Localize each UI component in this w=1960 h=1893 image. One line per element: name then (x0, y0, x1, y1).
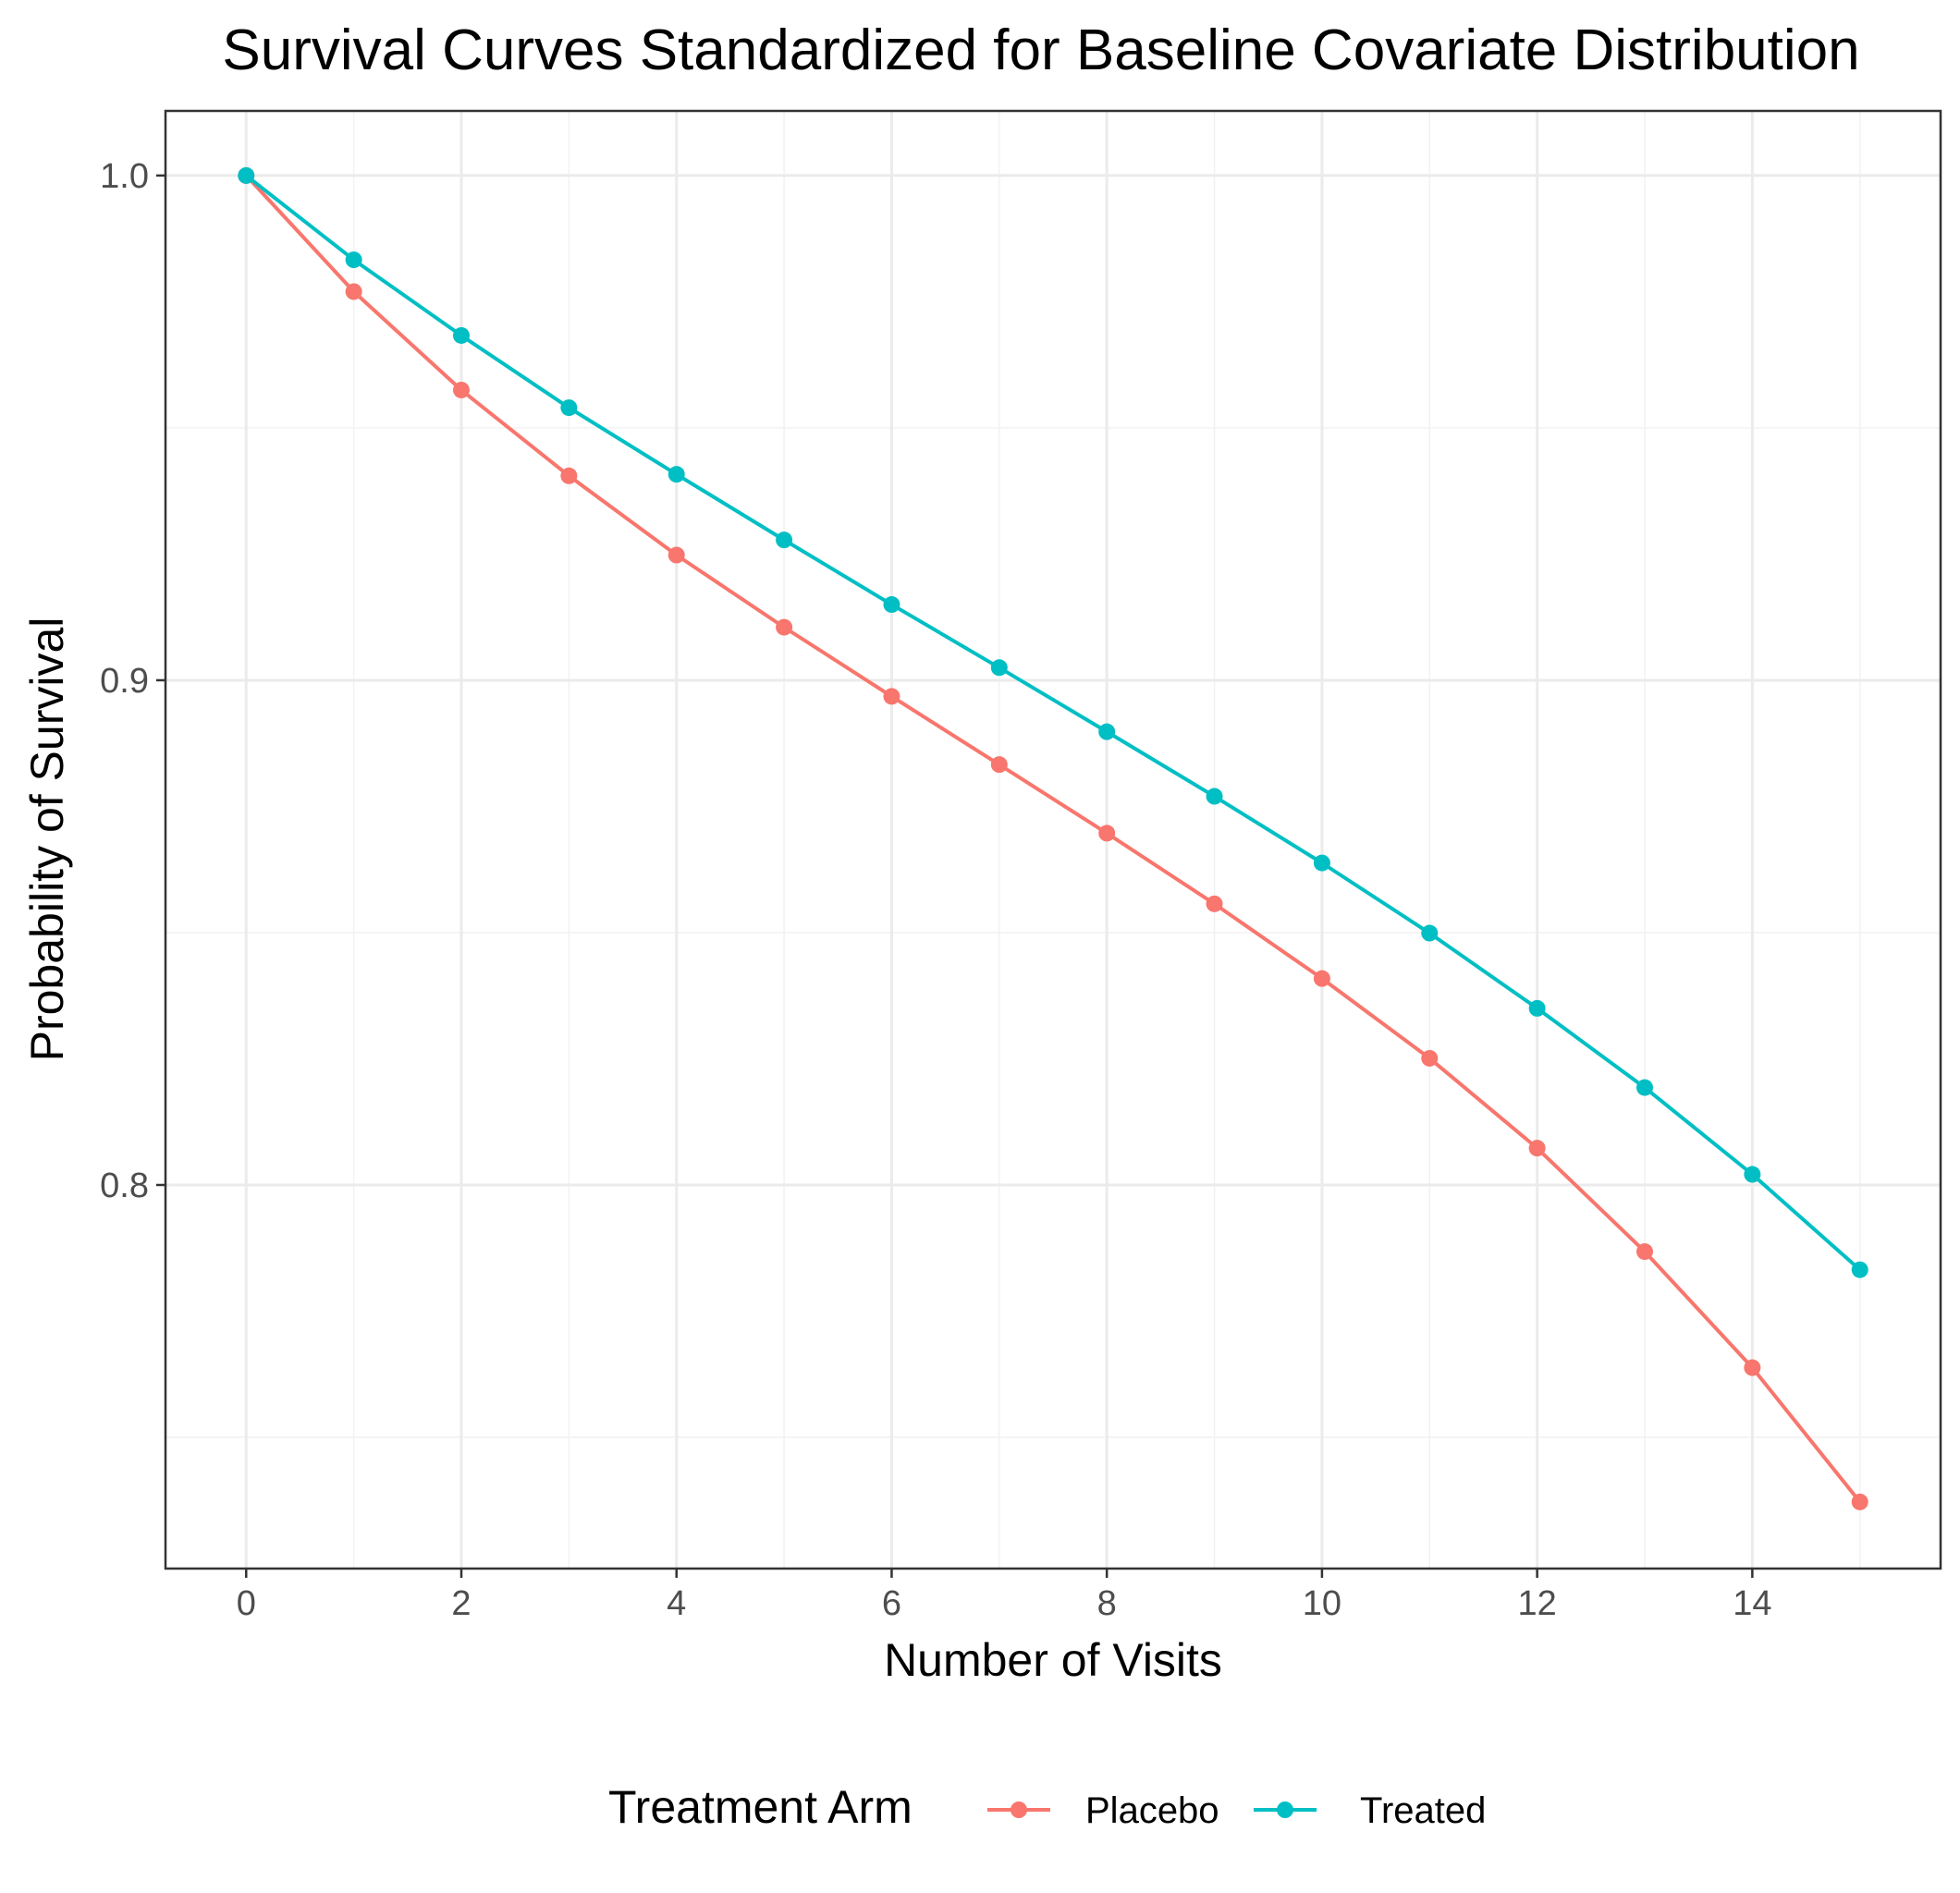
data-point-placebo (1528, 1140, 1546, 1157)
data-point-placebo (345, 283, 362, 300)
legend-label-placebo: Placebo (1085, 1790, 1219, 1831)
data-point-treated (1206, 788, 1223, 805)
data-point-placebo (990, 756, 1008, 774)
data-point-treated (1851, 1261, 1868, 1278)
panel-border (164, 109, 1942, 1570)
data-point-placebo (1313, 970, 1330, 987)
data-point-placebo (1206, 895, 1223, 912)
x-tick-label: 12 (1517, 1584, 1556, 1623)
major-gridlines (165, 111, 1941, 1569)
data-point-placebo (883, 688, 900, 705)
data-point-treated (453, 326, 470, 344)
legend-key-point-placebo (1011, 1801, 1027, 1818)
data-point-placebo (1098, 824, 1116, 842)
legend: Treatment Arm Placebo Treated (608, 1781, 1486, 1833)
panel-background (165, 111, 1941, 1569)
data-point-treated (560, 399, 578, 417)
chart-title: Survival Curves Standardized for Baselin… (222, 18, 1859, 82)
data-point-treated (883, 596, 900, 614)
x-tick-label: 2 (451, 1584, 471, 1623)
data-point-placebo (560, 467, 578, 484)
y-tick-label: 0.8 (100, 1166, 149, 1205)
legend-title: Treatment Arm (608, 1781, 913, 1833)
series-layer (238, 166, 1868, 1510)
data-point-treated (345, 251, 362, 269)
data-point-treated (668, 466, 685, 483)
data-point-treated (990, 659, 1008, 677)
data-point-placebo (668, 546, 685, 564)
data-point-placebo (1851, 1493, 1868, 1510)
x-tick-label: 14 (1733, 1584, 1771, 1623)
data-point-treated (238, 166, 255, 184)
series-line-placebo (244, 174, 1862, 1504)
data-point-treated (1421, 924, 1439, 942)
x-tick-label: 10 (1303, 1584, 1341, 1623)
x-tick-label: 6 (882, 1584, 901, 1623)
data-point-treated (1313, 854, 1330, 872)
data-point-placebo (453, 381, 470, 398)
data-point-placebo (1636, 1243, 1653, 1261)
x-tick-label: 4 (667, 1584, 686, 1623)
data-point-treated (1744, 1166, 1761, 1183)
data-point-placebo (1421, 1049, 1439, 1067)
x-axis: 0 2 4 6 8 10 12 14 (237, 1569, 1772, 1623)
y-tick-label: 0.9 (100, 662, 149, 701)
x-tick-label: 0 (237, 1584, 256, 1623)
data-point-treated (1098, 723, 1116, 740)
data-point-placebo (1744, 1359, 1761, 1376)
data-point-treated (1636, 1079, 1653, 1096)
data-point-treated (776, 531, 793, 549)
x-axis-title: Number of Visits (884, 1634, 1222, 1686)
y-axis: 0.8 0.9 1.0 (100, 157, 165, 1205)
series-line-treated (245, 174, 1862, 1272)
x-tick-label: 8 (1097, 1584, 1117, 1623)
legend-key-point-treated (1277, 1801, 1293, 1818)
plot-panel (164, 109, 1942, 1570)
y-tick-label: 1.0 (100, 157, 149, 196)
data-point-treated (1528, 999, 1546, 1017)
data-point-placebo (776, 618, 793, 636)
y-axis-title: Probability of Survival (21, 617, 73, 1062)
legend-label-treated: Treated (1360, 1790, 1486, 1831)
